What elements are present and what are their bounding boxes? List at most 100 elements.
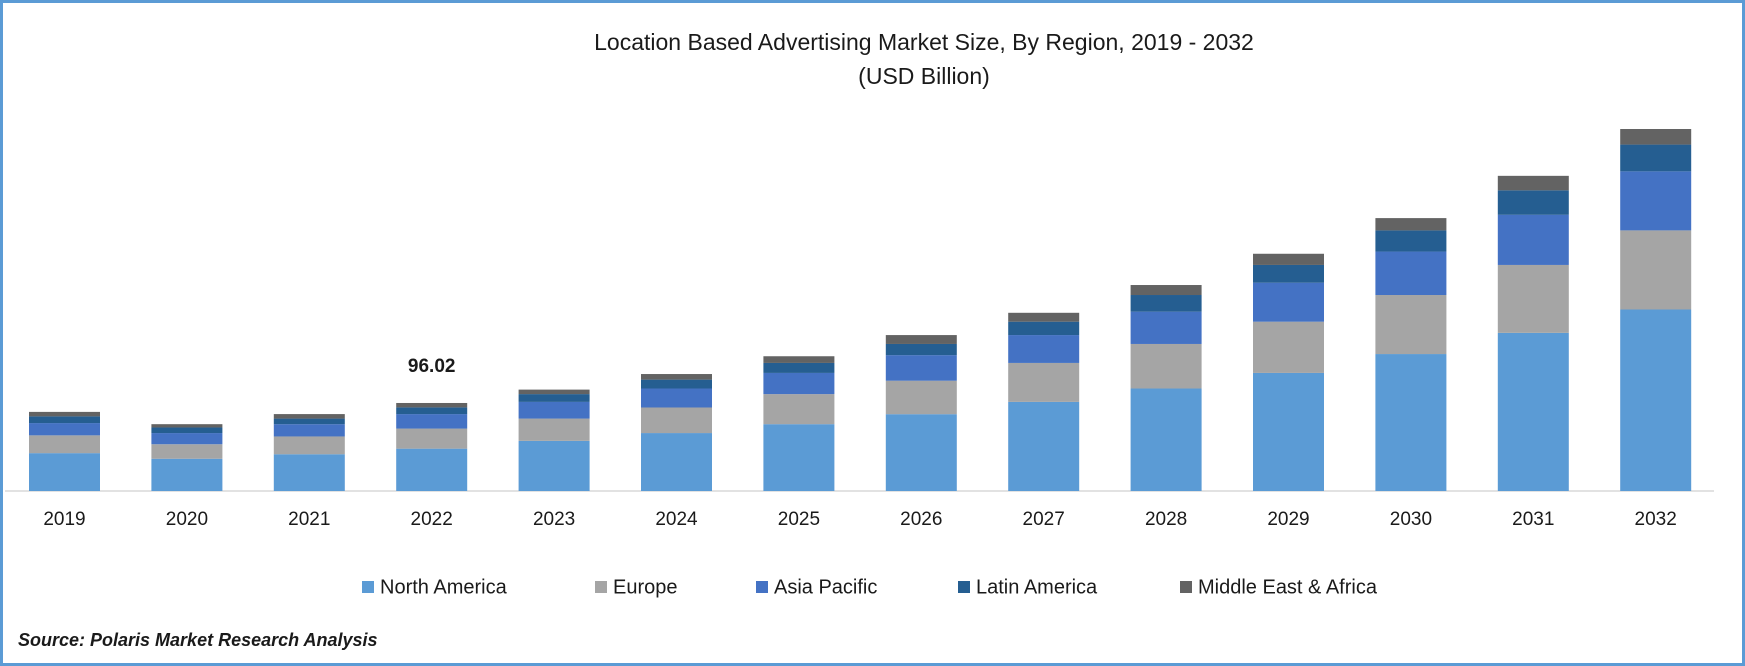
bar-segment	[641, 374, 712, 380]
bar-segment	[641, 379, 712, 389]
legend-swatch	[595, 581, 607, 593]
x-tick-label: 2032	[1635, 509, 1677, 530]
x-tick-label: 2019	[43, 509, 85, 530]
x-tick-label: 2031	[1512, 509, 1554, 530]
bar-segment	[1375, 251, 1447, 296]
bar-segment	[1130, 343, 1202, 389]
bar-segment	[151, 433, 223, 445]
bar-segment	[1375, 295, 1447, 355]
legend-swatch	[756, 581, 768, 593]
bar-segment	[396, 448, 468, 491]
bar-segment	[273, 414, 345, 419]
bar-segment	[518, 394, 590, 402]
bar-segment	[885, 380, 957, 415]
legend-label: Latin America	[976, 576, 1098, 598]
x-tick-label: 2027	[1023, 509, 1065, 530]
bar-segment	[885, 343, 957, 356]
bar-segment	[29, 435, 100, 454]
legend-label: Asia Pacific	[774, 576, 877, 598]
bar-segment	[1497, 264, 1569, 333]
bar-segment	[29, 423, 100, 436]
bar-segment	[29, 453, 100, 491]
bar-segment	[1130, 311, 1202, 344]
bar-segment	[151, 458, 223, 491]
bar-segment	[1253, 253, 1324, 265]
bar-segment	[1620, 230, 1692, 310]
bar-segment	[1497, 175, 1569, 191]
bar-segment	[396, 407, 468, 415]
x-tick-label: 2020	[166, 509, 208, 530]
legend-label: Middle East & Africa	[1198, 576, 1378, 598]
bar-segment	[1008, 401, 1080, 491]
bar-segment	[1253, 282, 1324, 322]
bar-segment	[1253, 372, 1324, 491]
bar-segment	[1620, 309, 1692, 491]
bar-segment	[1008, 362, 1080, 402]
x-tick-label: 2024	[655, 509, 698, 530]
bar-segment	[1130, 285, 1202, 296]
x-tick-label: 2030	[1390, 509, 1432, 530]
bar-segment	[641, 407, 712, 434]
bar-segment	[396, 402, 468, 408]
bar-segment	[1253, 321, 1324, 373]
legend-label: Europe	[613, 576, 678, 598]
bar-segment	[1620, 129, 1692, 145]
bar-segment	[1130, 295, 1202, 312]
bar-segment	[763, 394, 835, 425]
bar-segment	[885, 414, 957, 491]
x-tick-label: 2022	[411, 509, 453, 530]
bar-segment	[1497, 332, 1569, 491]
annotation: 96.02	[408, 356, 456, 377]
chart-subtitle: (USD Billion)	[858, 63, 990, 89]
legend-swatch	[1180, 581, 1192, 593]
x-tick-label: 2023	[533, 509, 575, 530]
bar-segment	[641, 388, 712, 408]
bar-segment	[1008, 312, 1080, 322]
bar-segment	[763, 362, 835, 373]
bar-segment	[273, 418, 345, 425]
legend-label: North America	[380, 576, 508, 598]
source: Source: Polaris Market Research Analysis	[18, 630, 378, 650]
bar-segment	[885, 355, 957, 381]
bar-segment	[518, 401, 590, 419]
bar-segment	[273, 436, 345, 455]
bar-segment	[1375, 218, 1447, 231]
bar-segment	[396, 414, 468, 429]
bar-segment	[518, 418, 590, 441]
bar-segment	[1375, 230, 1447, 252]
bar-segment	[29, 416, 100, 424]
bar-segment	[1620, 144, 1692, 172]
bar-segment	[763, 372, 835, 395]
x-tick-label: 2026	[900, 509, 942, 530]
chart-title: Location Based Advertising Market Size, …	[594, 29, 1254, 55]
bar-segment	[151, 444, 223, 459]
bar-segment	[151, 427, 223, 434]
bar-segment	[1375, 354, 1447, 491]
bar-segment	[1620, 171, 1692, 231]
bar-segment	[151, 424, 223, 428]
bar-segment	[641, 433, 712, 491]
bar-segment	[1497, 214, 1569, 265]
bar-segment	[273, 424, 345, 437]
bar-segment	[1130, 388, 1202, 491]
bar-segment	[885, 335, 957, 344]
x-tick-label: 2028	[1145, 509, 1187, 530]
x-tick-label: 2021	[288, 509, 330, 530]
bar-segment	[396, 428, 468, 449]
x-tick-label: 2025	[778, 509, 820, 530]
bar-segment	[1008, 321, 1080, 336]
legend-swatch	[362, 581, 374, 593]
bar-segment	[273, 454, 345, 491]
bar-segment	[763, 424, 835, 491]
bar-segment	[763, 356, 835, 363]
bar-segment	[1253, 264, 1324, 283]
bar-segment	[29, 411, 100, 417]
bar-segment	[1497, 190, 1569, 215]
bar-segment	[518, 440, 590, 491]
bar-segment	[1008, 335, 1080, 363]
bar-segment	[518, 389, 590, 395]
legend-swatch	[958, 581, 970, 593]
x-tick-label: 2029	[1267, 509, 1309, 530]
